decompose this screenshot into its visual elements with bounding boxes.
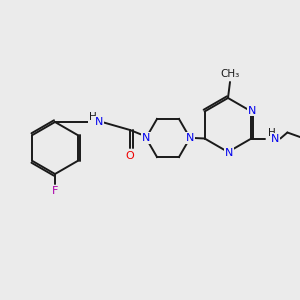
Text: N: N <box>186 133 194 143</box>
Text: H: H <box>268 128 275 139</box>
Text: N: N <box>225 148 233 158</box>
Text: F: F <box>52 186 58 196</box>
Text: N: N <box>248 106 256 116</box>
Text: N: N <box>95 117 103 127</box>
Text: N: N <box>271 134 280 143</box>
Text: CH₃: CH₃ <box>220 69 240 79</box>
Text: O: O <box>126 151 134 161</box>
Text: N: N <box>142 133 150 143</box>
Text: H: H <box>89 112 97 122</box>
